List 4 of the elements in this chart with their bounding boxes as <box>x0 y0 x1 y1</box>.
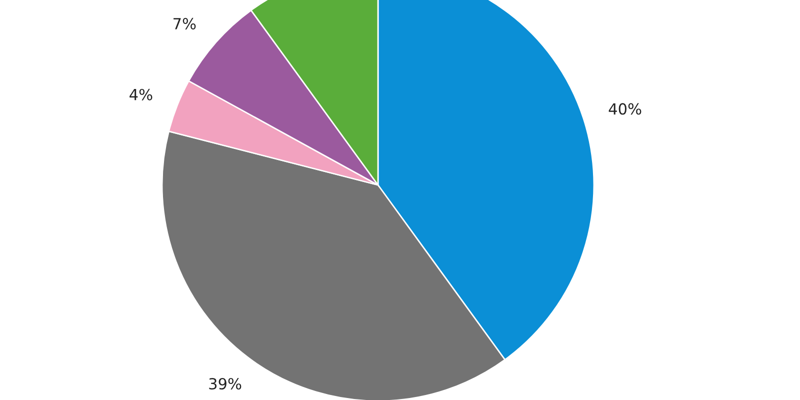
data-label: 39% <box>209 378 242 390</box>
data-label: 4% <box>130 88 152 100</box>
data-label: 40% <box>608 103 642 115</box>
data-label: 7% <box>174 18 196 30</box>
